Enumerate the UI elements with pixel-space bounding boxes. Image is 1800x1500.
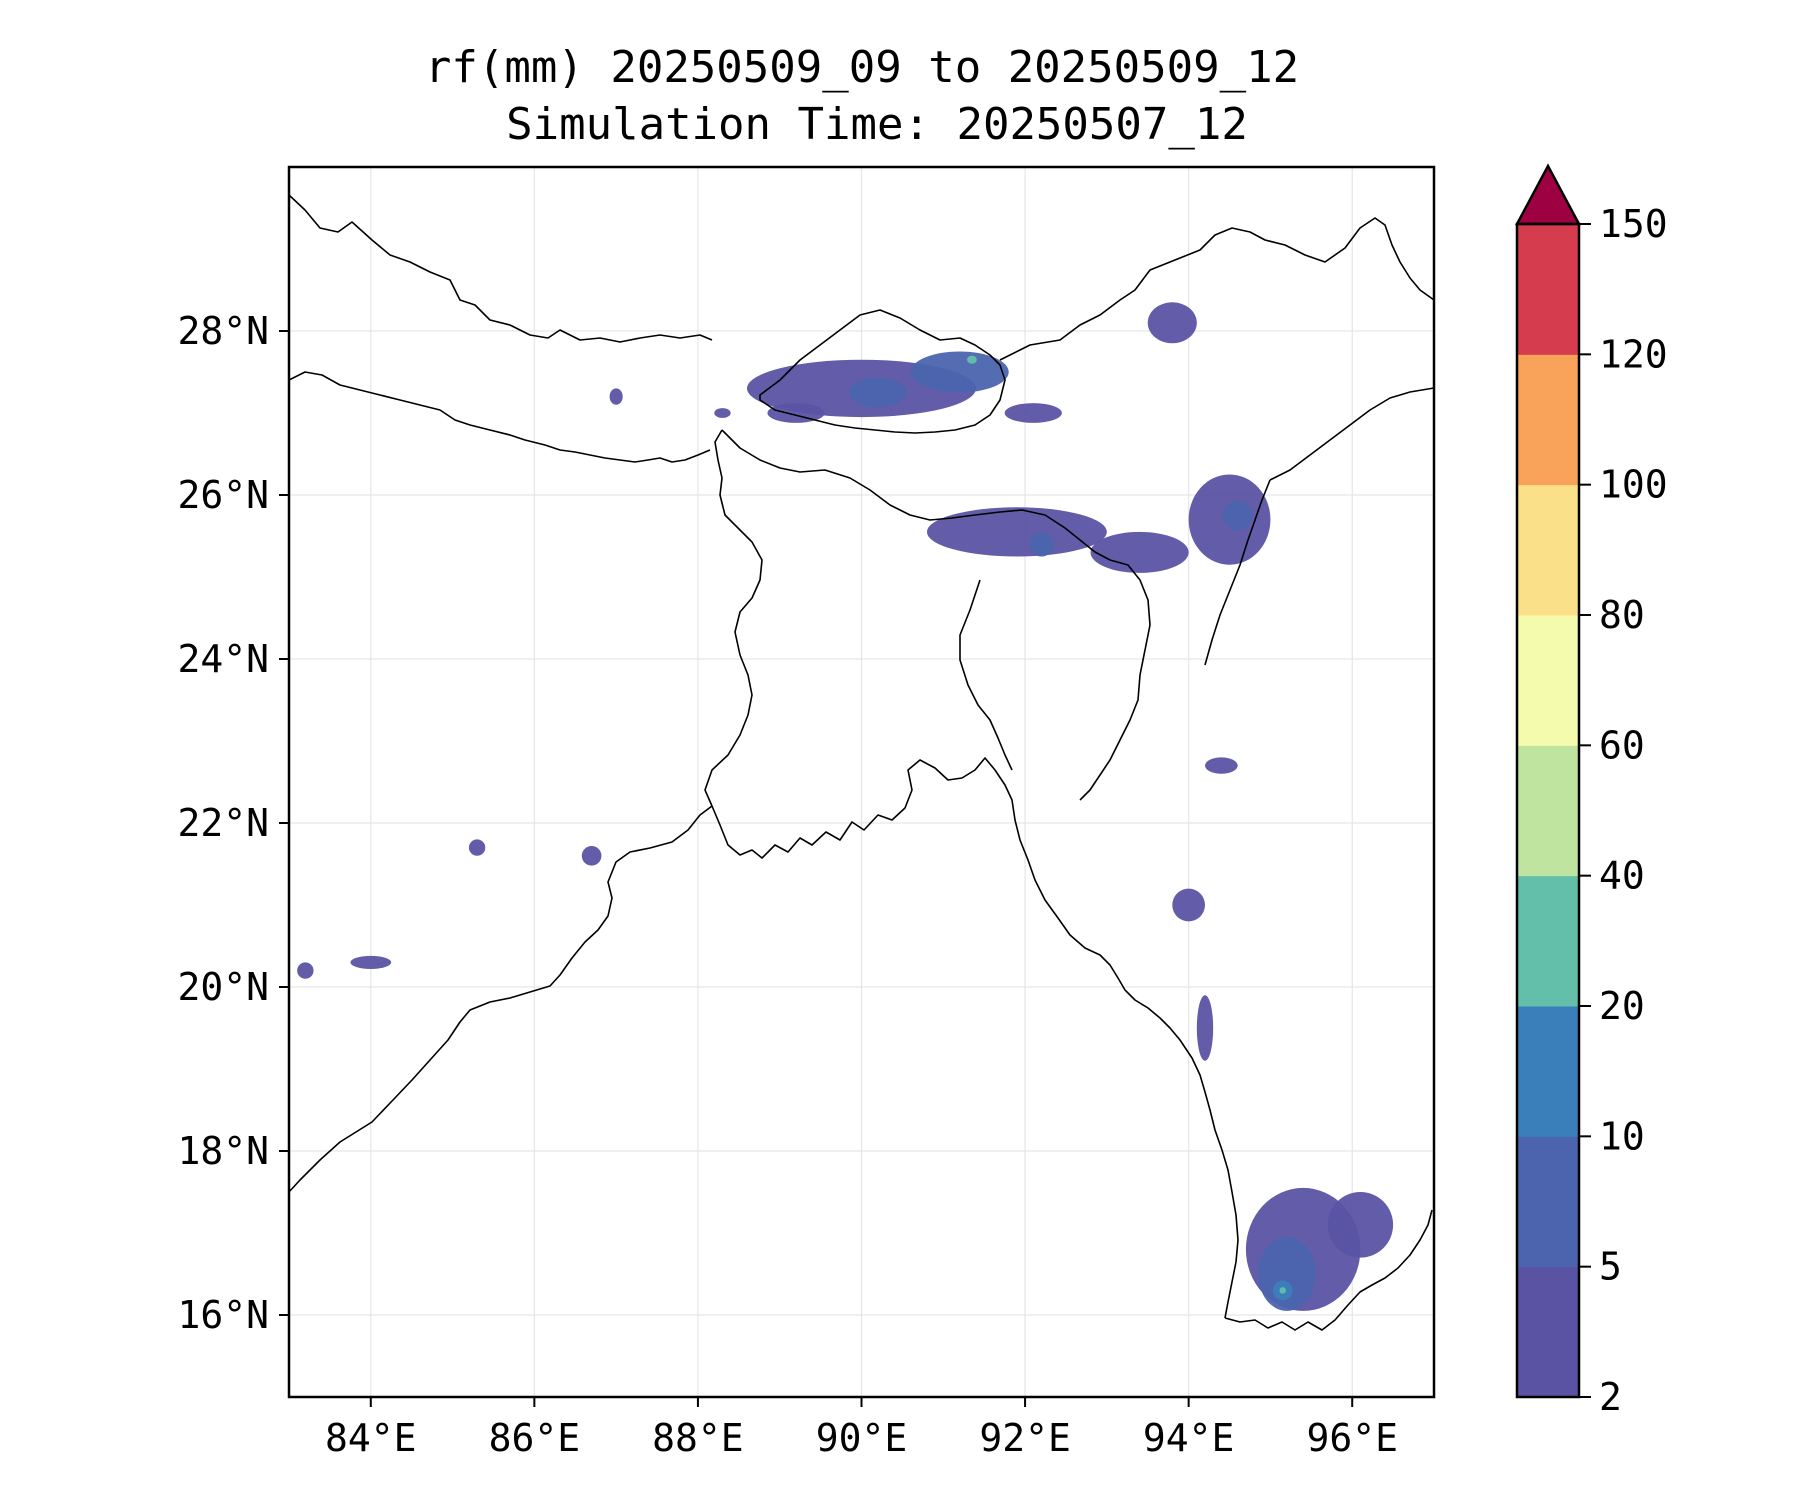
y-tick-label: 22°N xyxy=(177,801,269,845)
colorbar-tick-label: 20 xyxy=(1599,984,1645,1028)
border-nepal-north xyxy=(289,194,713,343)
gridlines xyxy=(289,167,1434,1397)
rain-cell xyxy=(1258,1237,1316,1311)
coastline-bangladesh xyxy=(711,757,1239,1319)
colorbar-tick-label: 2 xyxy=(1599,1375,1622,1419)
x-tick-label: 96°E xyxy=(1306,1416,1398,1460)
rain-cell xyxy=(714,408,731,418)
y-tick-label: 28°N xyxy=(177,309,269,353)
rain-cell xyxy=(1327,1192,1394,1258)
rain-cell xyxy=(849,377,907,408)
colorbar-tick-label: 10 xyxy=(1599,1114,1645,1158)
colorbar-tick-label: 80 xyxy=(1599,593,1645,637)
coastline-myanmar-south xyxy=(1224,1209,1433,1331)
x-tick-label: 90°E xyxy=(816,1416,908,1460)
border-myanmar-east xyxy=(1204,479,1271,666)
rain-cell xyxy=(1029,531,1054,557)
y-axis-ticks: 16°N 18°N 20°N 22°N 24°N 26°N 28°N xyxy=(177,309,289,1337)
x-tick-label: 88°E xyxy=(652,1416,744,1460)
border-myanmar-north xyxy=(1269,387,1434,481)
x-tick-label: 86°E xyxy=(489,1416,581,1460)
border-arunachal xyxy=(999,217,1434,361)
coastlines-borders xyxy=(289,194,1434,1331)
colorbar-segment xyxy=(1517,1006,1579,1137)
colorbar-tick-label: 5 xyxy=(1599,1245,1622,1289)
colorbar-segment xyxy=(1517,484,1579,616)
border-bhutan xyxy=(759,309,1006,434)
title-line-2: Simulation Time: 20250507_12 xyxy=(506,99,1248,150)
border-bangladesh-east xyxy=(959,579,1013,771)
rain-cell xyxy=(468,839,486,856)
rain-cell xyxy=(1222,500,1253,531)
y-tick-label: 26°N xyxy=(177,473,269,517)
rain-cell xyxy=(910,351,1009,393)
colorbar-segment xyxy=(1517,875,1579,1007)
rain-cell xyxy=(1279,1287,1286,1294)
rain-cell xyxy=(767,403,825,423)
rain-cell xyxy=(1090,531,1189,573)
rain-cell xyxy=(297,962,314,979)
colorbar-segment xyxy=(1517,1136,1579,1268)
rain-cell xyxy=(926,507,1107,557)
rain-cell xyxy=(1147,302,1197,344)
x-axis-ticks: 84°E 86°E 88°E 90°E 92°E 94°E 96°E xyxy=(325,1397,1398,1460)
border-bangladesh-north xyxy=(721,429,1111,561)
colorbar-extend-arrow xyxy=(1514,163,1582,226)
rain-cell xyxy=(581,845,602,866)
colorbar-frame xyxy=(1515,222,1581,1399)
rain-cell xyxy=(967,355,977,364)
colorbar-tick-label: 60 xyxy=(1599,723,1645,767)
colorbar-tick-label: 150 xyxy=(1599,202,1668,246)
x-tick-label: 94°E xyxy=(1143,1416,1235,1460)
border-nepal-south xyxy=(289,371,711,463)
title-line-1: rf(mm) 20250509_09 to 20250509_12 xyxy=(425,42,1299,93)
colorbar-segment xyxy=(1517,224,1579,355)
x-tick-label: 84°E xyxy=(325,1416,417,1460)
rain-cell xyxy=(1205,757,1238,774)
y-tick-label: 20°N xyxy=(177,965,269,1009)
colorbar-segment xyxy=(1517,745,1579,877)
border-india-myanmar xyxy=(1079,559,1151,801)
border-bangladesh-west xyxy=(704,429,763,807)
rain-cell xyxy=(1196,995,1214,1061)
colorbar[interactable]: 2 5 10 20 40 60 80 100 120 150 xyxy=(1514,163,1668,1419)
colorbar-segment xyxy=(1517,1266,1579,1398)
rainfall-field xyxy=(297,302,1394,1311)
colorbar-tick-label: 120 xyxy=(1599,332,1668,376)
coastline-india-east xyxy=(289,805,713,1193)
y-tick-label: 24°N xyxy=(177,637,269,681)
y-tick-label: 18°N xyxy=(177,1129,269,1173)
colorbar-tick-label: 40 xyxy=(1599,854,1645,898)
rain-cell xyxy=(609,388,623,405)
x-tick-label: 92°E xyxy=(979,1416,1071,1460)
rain-cell xyxy=(1004,403,1062,423)
colorbar-segment xyxy=(1517,354,1579,486)
colorbar-tick-label: 100 xyxy=(1599,463,1668,507)
rain-cell xyxy=(1172,888,1205,922)
rain-cell xyxy=(350,955,392,969)
map-area[interactable] xyxy=(289,167,1434,1397)
colorbar-segment xyxy=(1517,615,1579,746)
y-tick-label: 16°N xyxy=(177,1293,269,1337)
